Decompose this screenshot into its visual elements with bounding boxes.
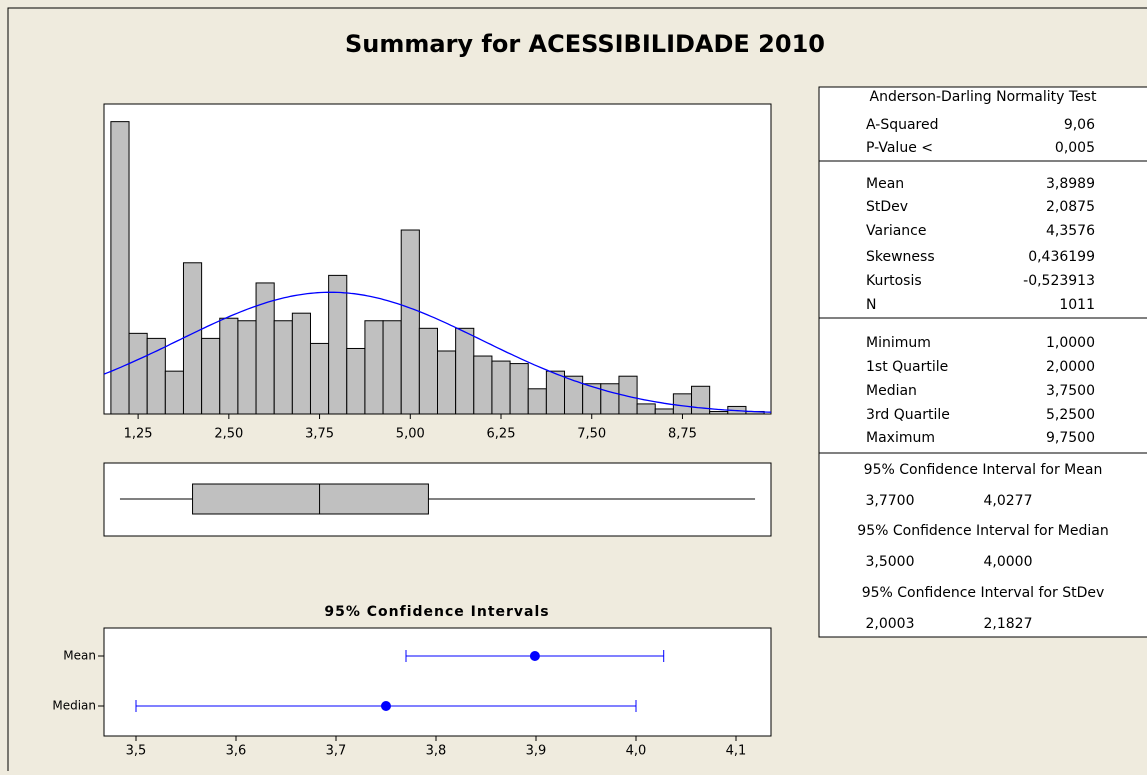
x-tick-label: 7,50 xyxy=(577,427,606,442)
bar xyxy=(545,370,566,415)
x-tick-label: 3,7 xyxy=(326,744,347,759)
table-text: Anderson-Darling Normality Test xyxy=(870,89,1097,105)
table-text: Maximum xyxy=(866,430,935,446)
table-text: 2,0003 xyxy=(866,616,915,632)
table-text: 2,1827 xyxy=(984,616,1033,632)
table-text: 3rd Quartile xyxy=(866,407,950,423)
estimate xyxy=(381,701,391,711)
estimate xyxy=(529,651,540,661)
bar xyxy=(618,375,638,415)
table-text: P-Value < xyxy=(866,140,933,156)
table-text: 9,7500 xyxy=(1046,430,1095,446)
table-text: 0,005 xyxy=(1055,140,1095,156)
bar xyxy=(672,393,693,415)
table-text: 2,0000 xyxy=(1046,359,1095,375)
interval-title: 95% Confidence Intervals xyxy=(324,604,549,620)
box xyxy=(192,483,429,515)
x-tick-label: 6,25 xyxy=(487,427,516,442)
category-label: Median xyxy=(52,699,96,713)
x-tick-label: 3,6 xyxy=(226,744,247,759)
bar xyxy=(237,320,257,415)
table-text: 0,436199 xyxy=(1028,249,1095,265)
bar xyxy=(201,337,221,415)
x-tick-label: 3,9 xyxy=(526,744,547,759)
table-text: -0,523913 xyxy=(1023,273,1095,289)
table-text: 3,7500 xyxy=(1046,383,1095,399)
bar xyxy=(128,332,148,415)
x-tick-label: 3,8 xyxy=(426,744,447,759)
table-text: Median xyxy=(866,383,917,399)
table-text: 4,3576 xyxy=(1046,223,1095,239)
bar xyxy=(273,320,293,415)
table-text: 2,0875 xyxy=(1046,199,1095,215)
interval-panel xyxy=(103,627,772,737)
bar xyxy=(110,121,130,415)
bar xyxy=(509,363,529,415)
table-text: 3,5000 xyxy=(866,554,915,570)
bar xyxy=(491,360,511,415)
bar xyxy=(219,317,239,415)
table-text: 1st Quartile xyxy=(866,359,948,375)
stats-table xyxy=(818,86,1147,638)
bar xyxy=(636,403,656,415)
bar xyxy=(309,342,330,415)
x-tick-label: 5,00 xyxy=(396,427,425,442)
bar xyxy=(691,385,711,415)
bar xyxy=(654,408,674,415)
x-tick-label: 4,1 xyxy=(726,744,747,759)
bar xyxy=(564,375,584,415)
bar xyxy=(437,350,457,415)
bar xyxy=(473,355,493,415)
bar xyxy=(709,410,729,415)
x-tick-label: 1,25 xyxy=(124,427,153,442)
bar xyxy=(527,388,547,415)
title: Summary for ACESSIBILIDADE 2010 xyxy=(345,30,825,58)
bar xyxy=(382,320,402,415)
table-text: 1,0000 xyxy=(1046,335,1095,351)
bar xyxy=(291,312,311,415)
table-text: StDev xyxy=(866,199,908,215)
bar xyxy=(418,327,439,415)
x-tick-label: 8,75 xyxy=(668,427,697,442)
table-text: 4,0000 xyxy=(984,554,1033,570)
table-text: 95% Confidence Interval for Mean xyxy=(864,462,1103,478)
x-tick-label: 3,75 xyxy=(305,427,334,442)
bar xyxy=(346,347,366,415)
table-text: Mean xyxy=(866,176,904,192)
x-tick-label: 4,0 xyxy=(626,744,647,759)
table-text: 5,2500 xyxy=(1046,407,1095,423)
table-text: 3,8989 xyxy=(1046,176,1095,192)
table-text: Kurtosis xyxy=(866,273,922,289)
table-text: 3,7700 xyxy=(866,493,915,509)
table-text: Minimum xyxy=(866,335,931,351)
table-text: 1011 xyxy=(1059,297,1095,313)
x-tick-label: 3,5 xyxy=(126,744,147,759)
bar xyxy=(455,327,475,415)
table-text: 95% Confidence Interval for Median xyxy=(857,523,1108,539)
bar xyxy=(182,262,203,415)
table-text: 4,0277 xyxy=(984,493,1033,509)
table-text: Variance xyxy=(866,223,926,239)
category-label: Mean xyxy=(63,649,96,663)
bar xyxy=(364,320,384,415)
bar xyxy=(146,337,166,415)
bar xyxy=(600,383,620,415)
table-text: Skewness xyxy=(866,249,935,265)
bar xyxy=(328,274,348,415)
bar xyxy=(164,370,184,415)
bar xyxy=(400,229,420,415)
table-text: 95% Confidence Interval for StDev xyxy=(862,585,1105,601)
table-text: A-Squared xyxy=(866,117,939,133)
table-text: N xyxy=(866,297,876,313)
table-text: 9,06 xyxy=(1064,117,1095,133)
normal-curve xyxy=(103,291,772,413)
x-tick-label: 2,50 xyxy=(214,427,243,442)
